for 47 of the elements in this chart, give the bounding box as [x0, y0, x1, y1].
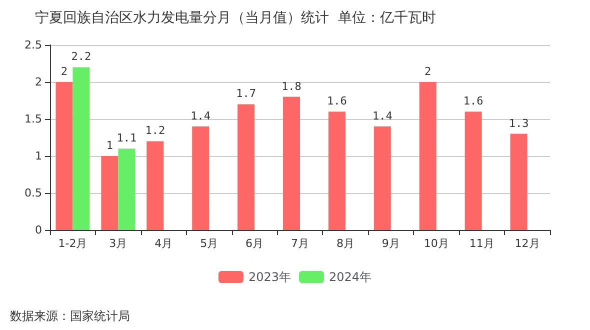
chart-title: 宁夏回族自治区水力发电量分月（当月值）统计 单位：亿千瓦时	[35, 10, 436, 26]
y-tick-label: 1	[35, 150, 42, 162]
bar	[56, 82, 73, 230]
bar	[510, 134, 528, 230]
bar	[283, 96, 300, 230]
x-tick-label: 11月	[469, 237, 494, 250]
bar	[238, 104, 255, 230]
data-label: 1.7	[236, 87, 256, 100]
data-label: 1.6	[327, 94, 347, 108]
data-label: 1.3	[508, 116, 529, 130]
bar	[146, 141, 164, 230]
data-label: 1.2	[145, 124, 166, 138]
y-tick-label: 1.5	[24, 112, 42, 126]
data-label: 1.1	[116, 132, 137, 145]
y-tick-label: 0	[35, 224, 42, 236]
x-tick-label: 7月	[291, 237, 309, 250]
y-tick-label: 2.5	[24, 38, 42, 52]
data-label: 2.2	[71, 50, 92, 64]
x-tick-label: 5月	[200, 237, 218, 250]
source-note: 数据来源：国家统计局	[10, 309, 130, 323]
data-label: 2	[60, 65, 68, 78]
data-label: 2	[424, 65, 432, 78]
data-label: 1.6	[463, 94, 484, 108]
x-tick-label: 6月	[246, 237, 264, 250]
data-label: 1.4	[372, 109, 393, 122]
y-tick-label: 0.5	[24, 186, 42, 200]
x-tick-label: 9月	[382, 237, 400, 250]
data-label: 1.8	[282, 80, 302, 93]
bar	[464, 112, 482, 230]
bar	[419, 82, 436, 230]
legend-label: 2023年	[248, 270, 292, 284]
data-label: 1	[106, 139, 113, 152]
x-tick-label: 4月	[154, 237, 173, 250]
bar	[118, 148, 136, 230]
x-tick-label: 8月	[336, 237, 354, 250]
x-tick-label: 10月	[424, 237, 449, 250]
x-tick-label: 3月	[109, 237, 128, 250]
data-label: 1.4	[190, 109, 211, 122]
y-tick-label: 2	[35, 76, 42, 88]
bar	[374, 126, 391, 230]
bar	[328, 112, 346, 230]
bar	[101, 156, 118, 230]
x-tick-label: 12月	[514, 237, 540, 250]
bar	[192, 126, 210, 230]
bar	[72, 67, 90, 230]
legend-label: 2024年	[329, 270, 372, 284]
x-tick-label: 1-2月	[58, 237, 88, 250]
